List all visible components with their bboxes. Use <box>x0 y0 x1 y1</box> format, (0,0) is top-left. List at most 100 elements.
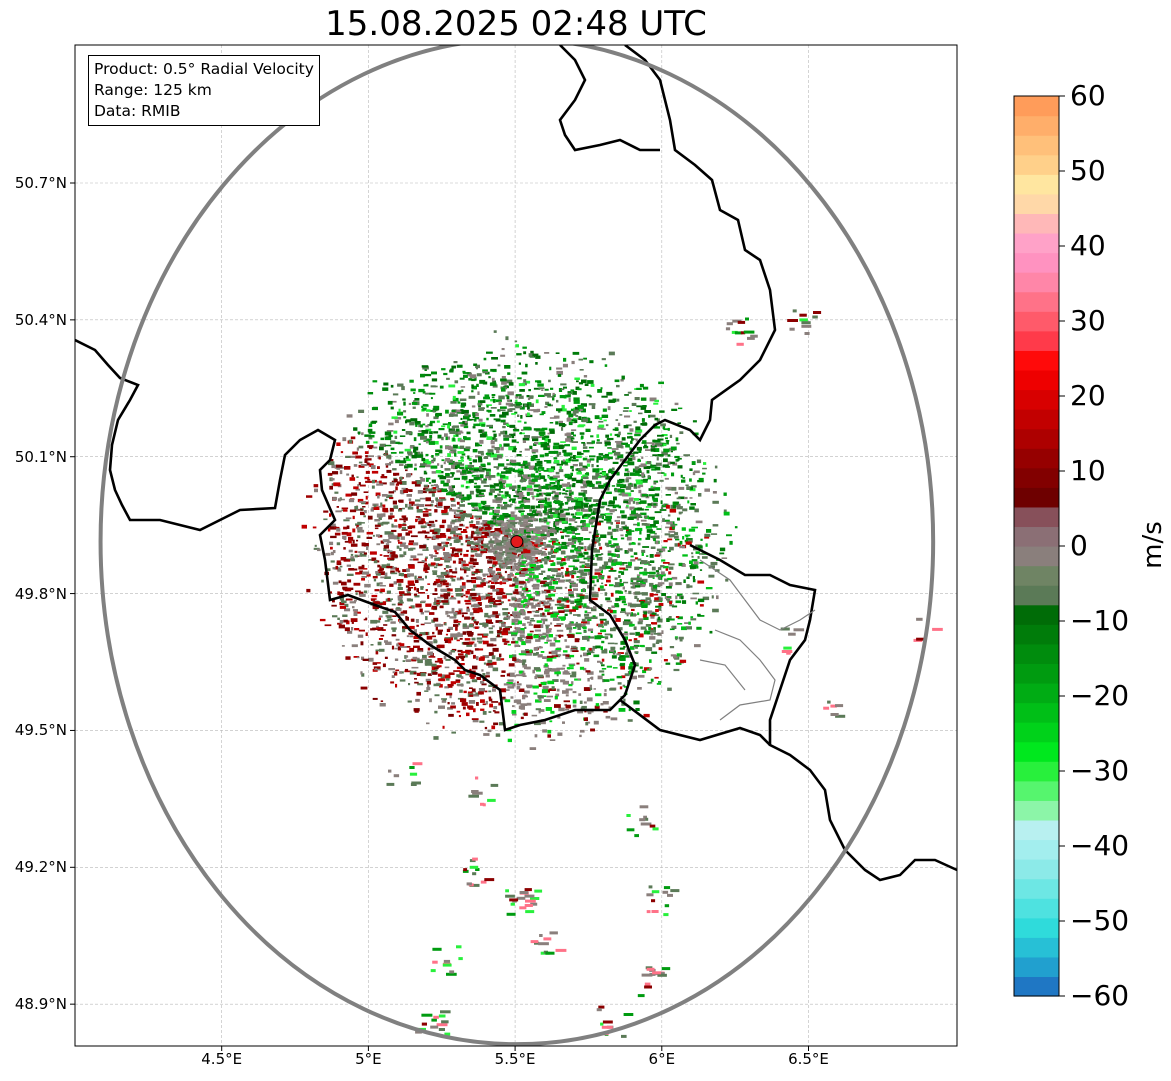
echo-pixel <box>575 604 580 607</box>
echo-pixel <box>373 504 377 508</box>
echo-pixel <box>494 538 499 542</box>
echo-pixel <box>612 538 618 541</box>
echo-pixel <box>533 428 541 431</box>
echo-pixel <box>604 444 608 447</box>
echo-pixel <box>525 525 530 528</box>
echo-pixel <box>656 457 659 461</box>
echo-pixel <box>407 564 415 567</box>
echo-pixel <box>448 422 452 426</box>
echo-pixel <box>571 459 579 462</box>
echo-pixel <box>578 576 586 579</box>
echo-pixel <box>443 698 447 701</box>
echo-pixel <box>469 612 474 616</box>
echo-pixel <box>425 504 432 507</box>
echo-pixel <box>521 486 527 491</box>
echo-pixel <box>375 649 382 652</box>
echo-pixel <box>399 451 404 454</box>
echo-pixel <box>457 390 462 395</box>
echo-pixel <box>649 582 654 587</box>
echo-pixel <box>374 589 380 592</box>
echo-pixel <box>474 376 477 381</box>
echo-pixel <box>428 441 435 445</box>
echo-pixel <box>393 478 398 483</box>
echo-pixel <box>440 464 443 468</box>
echo-pixel <box>534 721 541 726</box>
echo-pixel <box>607 609 610 612</box>
echo-pixel <box>394 419 399 424</box>
echo-pixel <box>671 472 675 477</box>
echo-pixel <box>633 523 638 526</box>
echo-pixel <box>479 720 485 723</box>
echo-pixel <box>696 565 699 569</box>
echo-pixel <box>629 410 632 412</box>
echo-pixel <box>512 428 519 431</box>
echo-pixel <box>423 404 429 407</box>
echo-pixel <box>401 526 406 530</box>
echo-pixel <box>542 656 548 659</box>
echo-pixel <box>572 537 578 539</box>
echo-pixel <box>647 516 655 520</box>
echo-pixel <box>495 399 502 403</box>
echo-pixel <box>533 559 537 561</box>
echo-pixel <box>588 403 596 406</box>
echo-pixel <box>566 627 573 630</box>
echo-pixel <box>656 418 660 422</box>
echo-pixel <box>384 531 392 535</box>
echo-pixel <box>643 568 647 572</box>
echo-pixel <box>405 532 410 536</box>
echo-pixel <box>627 548 631 552</box>
echo-pixel <box>564 544 570 547</box>
echo-pixel <box>374 479 377 483</box>
echo-pixel <box>592 486 599 489</box>
echo-pixel <box>365 440 370 444</box>
echo-pixel <box>591 516 595 519</box>
echo-pixel <box>407 700 412 703</box>
echo-pixel <box>420 463 427 467</box>
echo-pixel <box>435 552 439 555</box>
echo-pixel <box>463 437 471 441</box>
echo-pixel <box>460 595 464 598</box>
echo-pixel <box>331 523 336 527</box>
echo-pixel <box>462 409 469 414</box>
echo-pixel <box>446 628 451 632</box>
echo-pixel <box>689 565 692 568</box>
echo-pixel <box>491 600 496 604</box>
echo-pixel <box>586 420 593 424</box>
echo-pixel <box>439 684 443 688</box>
echo-pixel <box>525 602 528 605</box>
echo-pixel <box>601 649 608 654</box>
echo-pixel <box>380 482 387 485</box>
echo-pixel <box>487 455 491 457</box>
echo-pixel <box>671 625 677 629</box>
echo-pixel <box>519 545 525 549</box>
echo-pixel <box>518 510 525 512</box>
echo-pixel <box>568 589 572 592</box>
echo-pixel <box>661 504 668 508</box>
echo-pixel <box>466 643 473 647</box>
echo-pixel <box>447 707 453 710</box>
echo-pixel <box>453 619 459 624</box>
echo-pixel <box>587 380 594 384</box>
echo-pixel <box>503 468 509 470</box>
echo-pixel <box>499 443 502 448</box>
echo-pixel <box>457 451 465 454</box>
echo-pixel <box>517 620 522 625</box>
echo-pixel <box>525 573 531 576</box>
echo-pixel <box>487 616 491 619</box>
echo-pixel <box>451 702 455 705</box>
echo-pixel <box>439 660 444 664</box>
echo-pixel <box>567 475 572 480</box>
echo-pixel <box>506 561 512 565</box>
echo-pixel <box>538 573 543 575</box>
echo-pixel <box>499 581 503 585</box>
echo-pixel <box>430 555 433 559</box>
echo-pixel <box>544 663 548 667</box>
echo-pixel <box>584 383 589 386</box>
echo-pixel <box>618 570 622 574</box>
echo-pixel <box>537 695 544 699</box>
echo-pixel <box>380 502 383 507</box>
echo-pixel <box>365 480 372 483</box>
echo-pixel <box>370 644 374 646</box>
echo-pixel <box>538 636 545 640</box>
echo-pixel <box>431 493 435 497</box>
